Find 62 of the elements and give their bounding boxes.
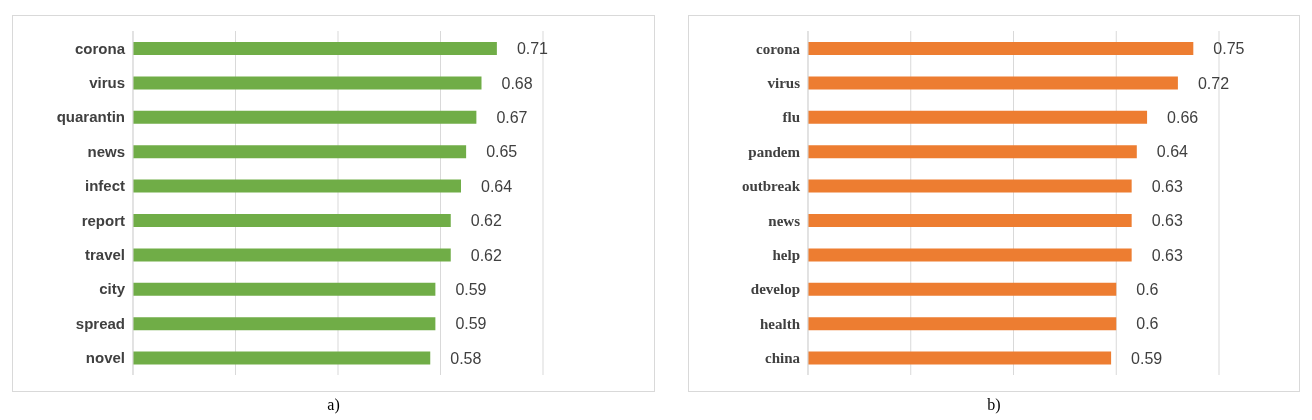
y-tick-label: virus (89, 73, 125, 91)
data-label: 0.63 (1151, 212, 1183, 230)
y-tick-label: china (764, 350, 801, 367)
y-tick-label: develop (750, 281, 800, 298)
y-tick-label: corona (74, 39, 126, 57)
y-tick-label: help (772, 246, 800, 263)
data-label: 0.68 (501, 74, 533, 92)
bar (133, 317, 436, 331)
bar (808, 42, 1194, 55)
data-label: 0.62 (470, 212, 502, 230)
data-label: 0.64 (481, 177, 513, 195)
y-tick-label: health (759, 315, 801, 332)
bar (133, 145, 467, 159)
bar (808, 248, 1132, 262)
data-label: 0.63 (1151, 177, 1183, 195)
data-label: 0.75 (1213, 40, 1245, 58)
data-label: 0.59 (455, 315, 487, 333)
data-label: 0.67 (496, 108, 528, 126)
y-tick-label: news (87, 142, 125, 160)
bar (133, 351, 431, 365)
y-tick-label: outbreak (741, 178, 801, 195)
y-tick-label: quarantin (56, 108, 125, 126)
bar (808, 214, 1132, 227)
bar (808, 179, 1132, 193)
y-tick-label: pandem (748, 143, 801, 160)
data-label: 0.66 (1167, 108, 1199, 126)
bar (133, 42, 497, 55)
data-label: 0.63 (1151, 246, 1183, 264)
bar (133, 282, 436, 296)
data-label: 0.6 (1136, 315, 1159, 333)
bar (133, 110, 477, 124)
data-label: 0.64 (1156, 143, 1189, 161)
bar (808, 76, 1178, 90)
y-tick-label: report (81, 211, 125, 229)
bar (808, 110, 1148, 124)
y-tick-label: spread (75, 314, 125, 332)
text: a) (326, 396, 341, 414)
data-label: 0.59 (455, 280, 487, 298)
data-label: 0.71 (516, 40, 549, 58)
data-label: 0.58 (450, 349, 482, 367)
y-tick-label: news (768, 212, 801, 229)
data-label: 0.65 (486, 143, 518, 161)
bar (133, 76, 482, 90)
y-tick-label: city (99, 280, 126, 298)
bar (808, 282, 1117, 296)
bar (133, 179, 461, 193)
bar (133, 248, 451, 262)
y-tick-label: novel (85, 349, 125, 367)
data-label: 0.6 (1136, 280, 1159, 298)
y-tick-label: infect (84, 177, 125, 195)
y-tick-label: travel (84, 245, 125, 263)
bar (133, 214, 451, 227)
data-label: 0.72 (1197, 74, 1230, 92)
y-tick-label: flu (782, 109, 800, 126)
y-tick-label: corona (756, 40, 801, 57)
bar (808, 317, 1117, 331)
data-label: 0.62 (470, 246, 502, 264)
data-label: 0.59 (1131, 349, 1163, 367)
y-tick-label: virus (767, 74, 801, 91)
bar (808, 351, 1112, 365)
text: b) (986, 396, 1002, 414)
bar (808, 145, 1137, 159)
